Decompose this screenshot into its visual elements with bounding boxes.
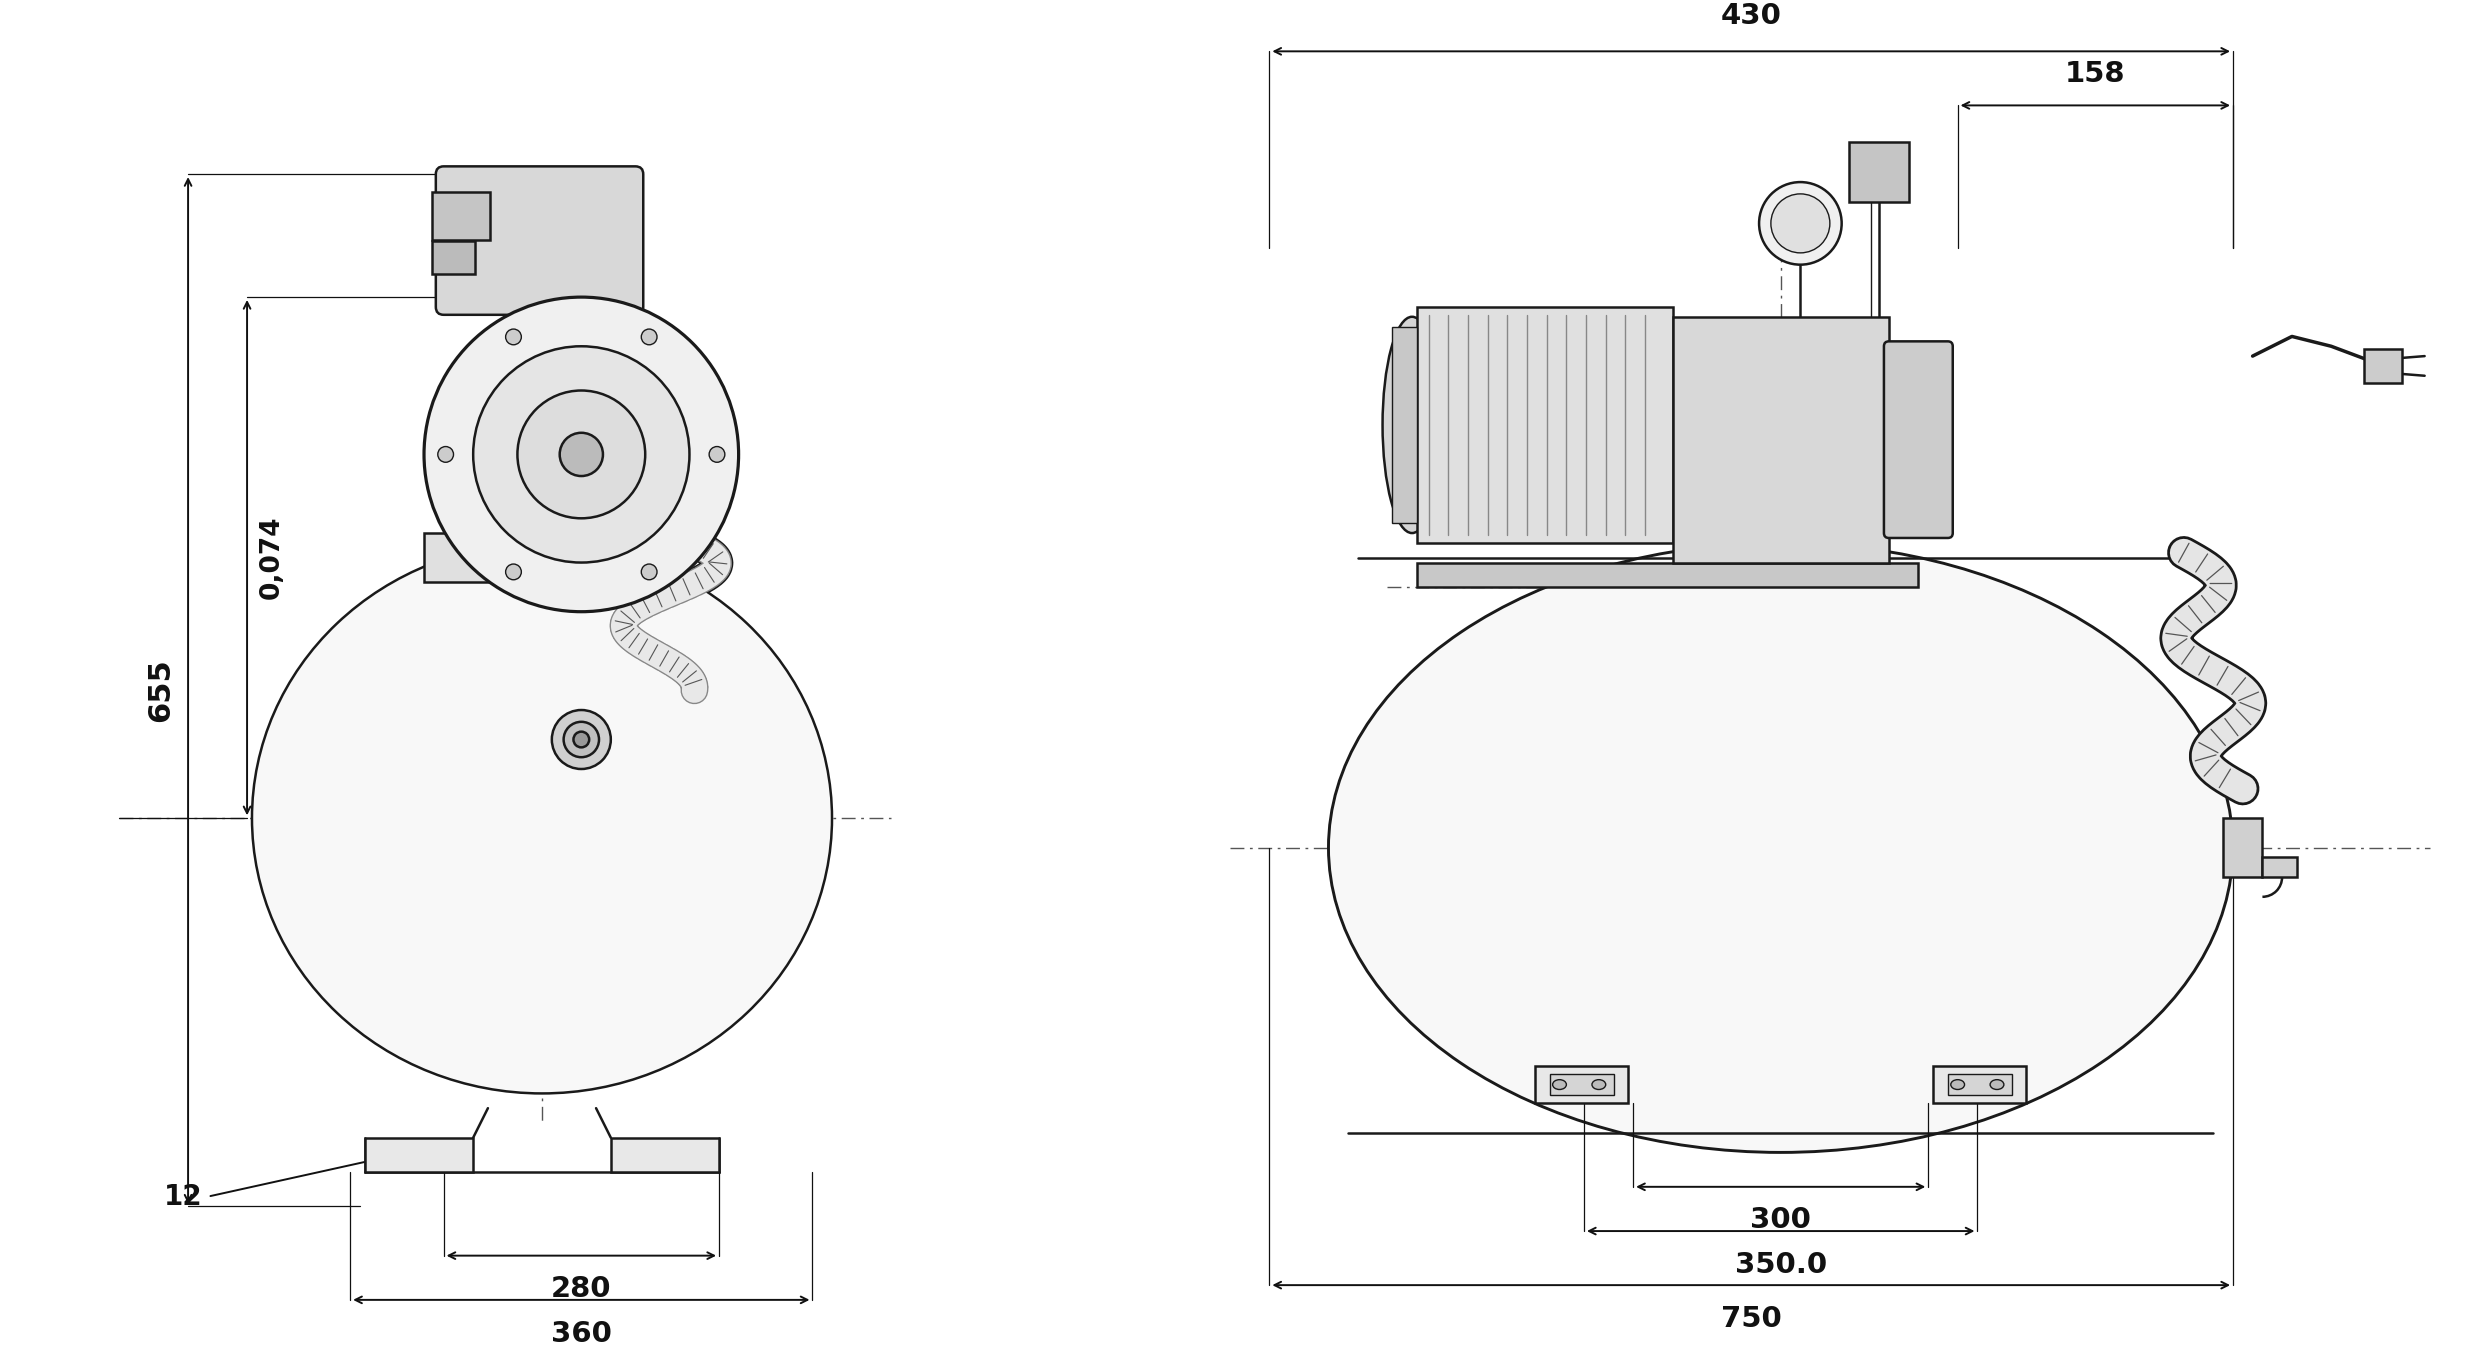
Text: 280: 280 (551, 1275, 613, 1304)
Circle shape (642, 329, 657, 344)
Bar (1932, 1066, 2026, 1103)
FancyBboxPatch shape (432, 241, 476, 275)
Text: 158: 158 (2066, 60, 2125, 88)
Text: 300: 300 (1751, 1206, 1810, 1234)
Bar (1416, 562, 1920, 587)
Ellipse shape (253, 543, 831, 1093)
FancyBboxPatch shape (1885, 341, 1952, 538)
Text: 655: 655 (146, 659, 176, 722)
Circle shape (439, 447, 454, 462)
Circle shape (563, 722, 600, 757)
Bar (365, 1138, 474, 1172)
Bar (1672, 317, 1890, 562)
Circle shape (506, 564, 521, 580)
Circle shape (553, 710, 610, 770)
Circle shape (506, 329, 521, 344)
Bar (2262, 858, 2296, 877)
Ellipse shape (1989, 1080, 2004, 1089)
Text: 360: 360 (551, 1320, 613, 1347)
Bar (1416, 308, 1672, 543)
Ellipse shape (1329, 543, 2232, 1152)
Bar (1947, 1073, 2011, 1095)
FancyBboxPatch shape (436, 167, 642, 314)
Bar (424, 533, 660, 583)
Bar (2222, 818, 2262, 877)
Ellipse shape (1381, 317, 1441, 533)
Circle shape (1771, 194, 1830, 253)
Text: 0,074: 0,074 (258, 516, 285, 599)
Circle shape (518, 390, 645, 519)
Text: 12: 12 (164, 1183, 203, 1210)
Ellipse shape (1552, 1080, 1567, 1089)
Text: 430: 430 (1721, 1, 1781, 30)
FancyBboxPatch shape (1848, 142, 1910, 202)
FancyBboxPatch shape (2363, 350, 2403, 382)
FancyBboxPatch shape (432, 192, 491, 240)
Text: 750: 750 (1721, 1305, 1781, 1333)
Bar (1391, 327, 1416, 523)
Bar (610, 1138, 719, 1172)
Bar (1550, 1073, 1614, 1095)
Circle shape (424, 297, 739, 611)
Circle shape (709, 447, 724, 462)
Circle shape (474, 347, 689, 562)
Circle shape (573, 732, 590, 748)
Ellipse shape (1952, 1080, 1964, 1089)
Circle shape (560, 432, 603, 476)
Ellipse shape (1592, 1080, 1605, 1089)
Circle shape (642, 564, 657, 580)
Circle shape (1758, 182, 1843, 264)
Text: 350.0: 350.0 (1734, 1251, 1828, 1279)
Bar (1535, 1066, 1629, 1103)
